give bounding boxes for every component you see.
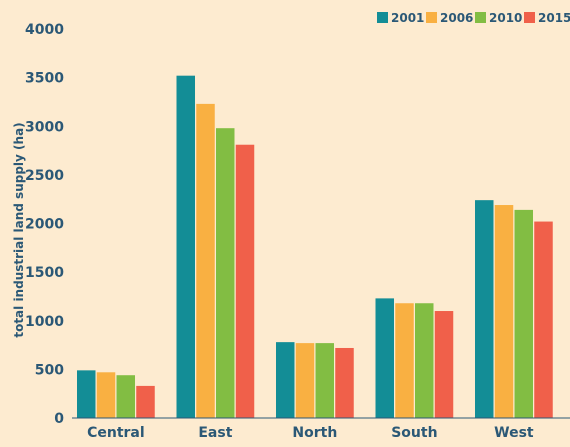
legend-swatch-2015 xyxy=(524,12,535,23)
bar-north-2006 xyxy=(295,343,315,418)
y-tick-label: 3500 xyxy=(25,71,64,87)
bar-east-2015 xyxy=(235,144,255,419)
bar-west-2006 xyxy=(494,205,514,418)
x-tick-label: East xyxy=(198,425,232,441)
bar-east-2001 xyxy=(176,75,195,419)
bar-central-2010 xyxy=(116,375,135,418)
y-axis-ticks: 0 500 1000 1500 2000 2500 3000 3500 4000 xyxy=(25,22,64,427)
y-tick-label: 3000 xyxy=(25,119,64,135)
y-tick-label: 1500 xyxy=(25,265,64,281)
y-tick-label: 4000 xyxy=(25,22,64,38)
legend-swatch-2010 xyxy=(475,12,486,23)
bar-central-2015 xyxy=(136,385,155,418)
legend-label: 2006 xyxy=(440,11,473,25)
bar-west-2015 xyxy=(534,221,553,418)
x-tick-label: South xyxy=(391,425,437,441)
bar-series xyxy=(77,75,553,419)
bar-east-2010 xyxy=(216,128,235,418)
y-tick-label: 500 xyxy=(35,362,64,378)
y-tick-label: 2500 xyxy=(25,168,64,184)
legend-label: 2010 xyxy=(489,11,522,25)
legend-label: 2001 xyxy=(391,11,424,25)
x-axis-labels: Central East North South West xyxy=(87,425,534,441)
y-tick-label: 2000 xyxy=(25,217,64,233)
bar-north-2010 xyxy=(315,343,334,418)
bar-north-2001 xyxy=(276,342,295,418)
legend-swatch-2006 xyxy=(426,12,437,23)
y-tick-label: 0 xyxy=(54,411,64,427)
legend: 2001 2006 2010 2015 xyxy=(377,11,570,25)
x-tick-label: West xyxy=(494,425,534,441)
y-axis-title: total industrial land supply (ha) xyxy=(12,122,26,337)
bar-south-2010 xyxy=(415,303,434,418)
bar-east-2006 xyxy=(196,103,215,418)
x-tick-label: North xyxy=(292,425,337,441)
x-tick-label: Central xyxy=(87,425,145,441)
bar-north-2015 xyxy=(335,347,354,418)
bar-west-2010 xyxy=(514,209,533,418)
bar-central-2006 xyxy=(96,372,116,418)
bar-south-2006 xyxy=(395,303,414,418)
legend-label: 2015 xyxy=(538,11,570,25)
bar-west-2001 xyxy=(475,200,494,418)
bar-south-2015 xyxy=(434,311,454,418)
bar-central-2001 xyxy=(77,370,96,418)
bar-south-2001 xyxy=(375,298,394,418)
y-tick-label: 1000 xyxy=(25,314,64,330)
legend-swatch-2001 xyxy=(377,12,388,23)
